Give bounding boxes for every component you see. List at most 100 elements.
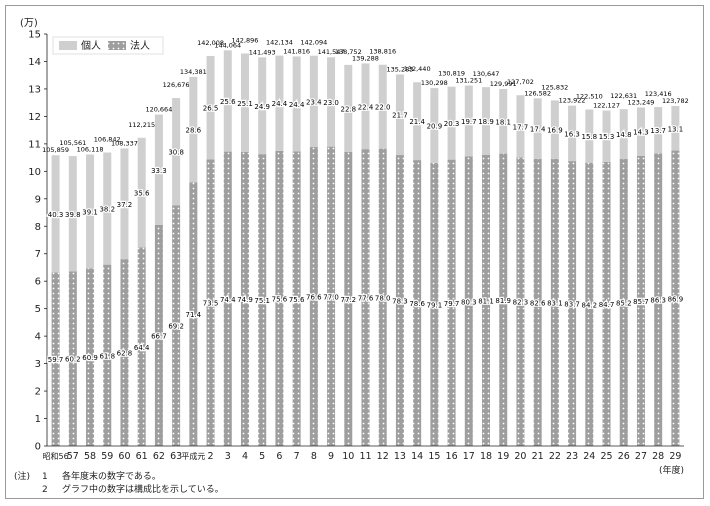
bar-corporate: [602, 161, 611, 446]
bar-individual: [671, 106, 680, 151]
corporate-share-label: 85.7: [633, 298, 649, 306]
x-tick-label: 14: [411, 451, 423, 462]
corporate-share-label: 66.7: [151, 332, 167, 340]
bar-individual: [137, 137, 146, 248]
corporate-share-label: 71.4: [186, 311, 202, 319]
individual-share-label: 37.2: [117, 201, 133, 209]
corporate-share-label: 62.8: [117, 350, 133, 358]
bar-corporate: [344, 151, 353, 446]
corporate-share-label: 82.6: [530, 299, 546, 307]
y-tick-label: 1: [35, 414, 41, 425]
bar-corporate: [671, 150, 680, 446]
total-label: 108,337: [111, 139, 138, 147]
bar-individual: [344, 64, 353, 152]
corporate-share-label: 77.6: [358, 295, 374, 303]
x-tick-label: 2: [208, 451, 214, 462]
x-tick-label: 27: [635, 451, 647, 462]
corporate-share-label: 78.6: [409, 300, 425, 308]
bars: 59.7 40.3 105,859 60.2 39.8 105,561 60.9 39.1 10…: [42, 37, 689, 447]
total-label: 123,416: [645, 90, 672, 98]
individual-share-label: 14.3: [633, 129, 649, 137]
total-label: 112,215: [128, 121, 155, 129]
bar-corporate: [395, 155, 404, 446]
x-tick-label: 17: [463, 451, 475, 462]
bar-individual: [292, 56, 301, 152]
x-tick-label: 6: [276, 451, 282, 462]
bar-corporate: [68, 271, 77, 446]
x-tick-label: 62: [153, 451, 165, 462]
x-tick-label: 10: [342, 451, 354, 462]
x-tick-label: 5: [259, 451, 265, 462]
individual-share-label: 26.5: [203, 105, 219, 113]
x-tick-label: 61: [136, 451, 148, 462]
total-label: 125,832: [541, 83, 568, 91]
bar-corporate: [172, 205, 181, 446]
individual-share-label: 17.7: [513, 123, 529, 131]
individual-share-label: 15.3: [599, 133, 615, 141]
bar-corporate: [447, 159, 456, 446]
total-label: 142,094: [300, 39, 327, 47]
individual-share-label: 16.3: [564, 130, 580, 138]
x-tick-label: 18: [480, 451, 492, 462]
corporate-share-label: 60.2: [65, 356, 81, 364]
total-label: 142,896: [232, 37, 259, 45]
total-label: 139,288: [352, 54, 379, 62]
corporate-share-label: 78.0: [375, 294, 391, 302]
y-tick-label: 13: [28, 84, 41, 95]
bar-corporate: [413, 160, 422, 446]
bar-individual: [154, 114, 163, 225]
individual-share-label: 20.9: [427, 123, 443, 131]
total-label: 105,561: [59, 139, 86, 147]
x-tick-label: 63: [170, 451, 182, 462]
bar-corporate: [154, 224, 163, 446]
bar-individual: [395, 74, 404, 156]
x-tick-label: 24: [583, 451, 595, 462]
bar-corporate: [292, 151, 301, 446]
corporate-share-label: 61.8: [99, 352, 115, 360]
individual-share-label: 22.8: [340, 105, 356, 113]
total-label: 127,702: [507, 78, 534, 86]
x-tick-label: 25: [600, 451, 612, 462]
bar-corporate: [499, 153, 508, 446]
individual-share-label: 24.4: [272, 100, 288, 108]
bar-individual: [240, 53, 249, 153]
corporate-share-label: 74.9: [237, 296, 253, 304]
bar-individual: [413, 82, 422, 161]
individual-share-label: 24.4: [289, 101, 305, 109]
bar-corporate: [482, 154, 491, 446]
corporate-share-label: 81.1: [478, 297, 494, 305]
note-text: 各年度末の数字である。: [62, 472, 161, 482]
legend-label-corporate: 法人: [130, 39, 150, 52]
individual-share-label: 21.4: [409, 118, 425, 126]
total-label: 129,991: [490, 80, 517, 88]
individual-share-label: 38.2: [99, 206, 115, 214]
individual-share-label: 21.7: [392, 112, 408, 120]
bar-individual: [550, 100, 559, 159]
individual-share-label: 35.6: [134, 190, 150, 198]
total-label: 131,251: [455, 76, 482, 84]
x-tick-label: 9: [328, 451, 334, 462]
legend: 個人 法人: [52, 36, 164, 55]
individual-share-label: 40.3: [48, 211, 64, 219]
corporate-share-label: 74.4: [220, 296, 236, 304]
corporate-share-label: 77.2: [340, 296, 356, 304]
individual-share-label: 30.8: [168, 149, 184, 157]
total-label: 106,118: [77, 146, 104, 154]
bar-corporate: [430, 162, 439, 446]
bar-corporate: [533, 158, 542, 446]
x-tick-label: 19: [497, 451, 509, 462]
total-label: 144,064: [214, 41, 241, 49]
total-label: 130,298: [421, 79, 448, 87]
total-label: 138,752: [335, 48, 362, 56]
corporate-share-label: 59.7: [48, 356, 64, 364]
x-tick-label: 3: [225, 451, 231, 462]
x-tick-label: 57: [67, 451, 79, 462]
corporate-share-label: 78.3: [392, 298, 408, 306]
corporate-share-label: 75.6: [272, 295, 288, 303]
corporate-share-label: 79.1: [427, 301, 443, 309]
note-tag: (注): [14, 472, 31, 482]
individual-share-label: 15.8: [582, 133, 598, 141]
total-label: 123,922: [559, 97, 586, 105]
